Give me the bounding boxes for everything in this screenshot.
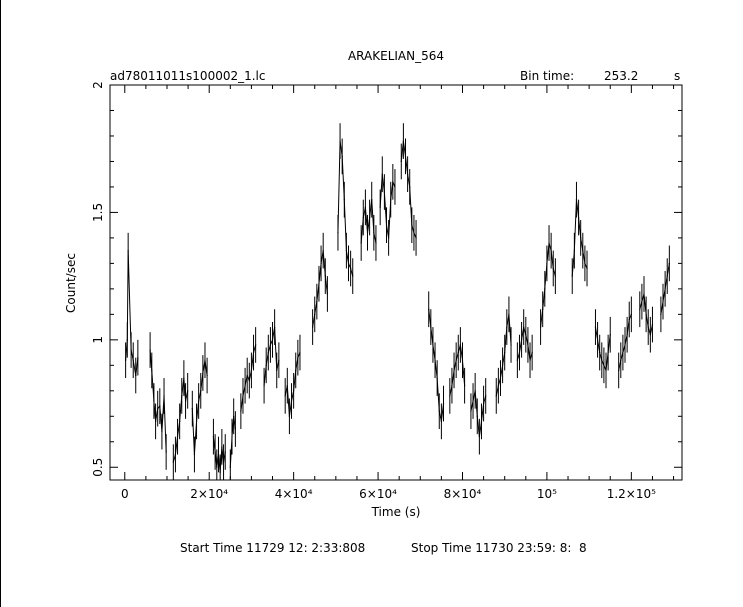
bin-time-unit: s — [674, 69, 680, 83]
x-tick-label: 2×10⁴ — [190, 487, 228, 501]
series-line — [125, 140, 670, 473]
window-frame-edge — [0, 0, 1, 607]
chart-title: ARAKELIAN_564 — [348, 49, 444, 63]
start-time-label: Start Time 11729 12: 2:33:808 — [180, 541, 366, 555]
y-tick-label: 0.5 — [91, 458, 105, 477]
bin-time-label: Bin time: — [520, 69, 574, 83]
x-tick-label: 6×10⁴ — [359, 487, 397, 501]
axis-tick-labels: 0 2×10⁴ 4×10⁴ 6×10⁴ 8×10⁴ 10⁵ 1.2×10⁵ 0.5 1 1.5 2 — [91, 81, 656, 501]
x-tick-label: 0 — [121, 487, 129, 501]
y-axis-label: Count/sec — [64, 253, 78, 313]
stop-time-label: Stop Time 11730 23:59: 8: 8 — [411, 541, 587, 555]
y-tick-label: 2 — [91, 81, 105, 89]
x-tick-label: 4×10⁴ — [275, 487, 313, 501]
y-tick-label: 1 — [91, 336, 105, 344]
x-tick-label: 1.2×10⁵ — [607, 487, 656, 501]
plot-frame — [109, 84, 683, 481]
x-tick-label: 8×10⁴ — [444, 487, 482, 501]
file-name-label: ad78011011s100002_1.lc — [110, 69, 266, 83]
data-series — [125, 123, 670, 480]
x-tick-label: 10⁵ — [537, 487, 557, 501]
bin-time-value: 253.2 — [604, 69, 638, 83]
x-axis-label: Time (s) — [371, 505, 421, 519]
y-tick-label: 1.5 — [91, 203, 105, 222]
axis-ticks — [110, 84, 682, 480]
